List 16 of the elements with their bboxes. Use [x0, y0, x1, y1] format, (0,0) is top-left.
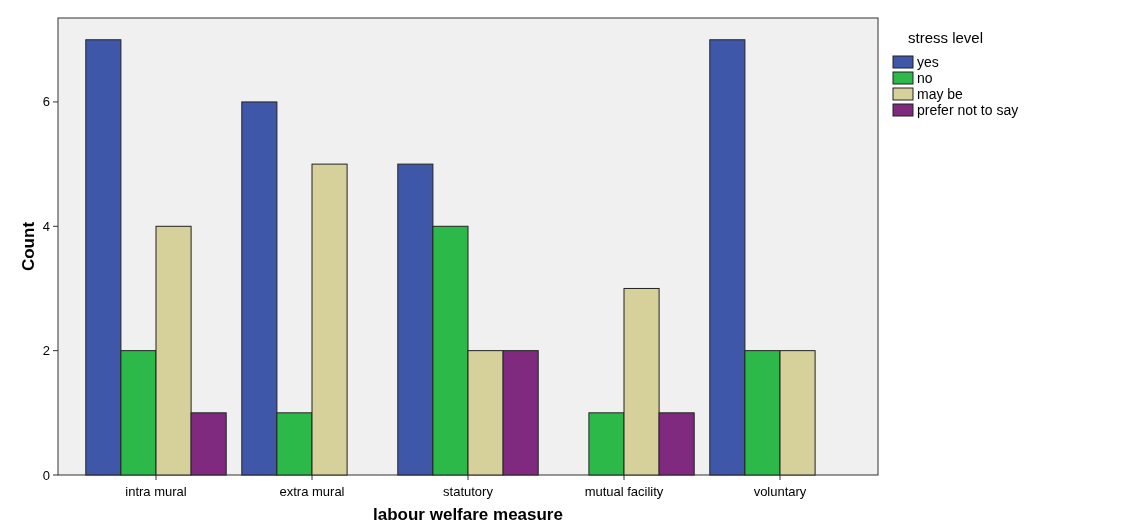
y-tick-label: 4 — [42, 218, 50, 234]
legend-label: no — [917, 69, 933, 86]
x-tick-label: voluntary — [753, 484, 807, 499]
x-tick-label: extra mural — [279, 484, 345, 499]
y-tick-label: 6 — [42, 94, 50, 110]
y-axis-title: Count — [19, 221, 38, 272]
legend-label: yes — [917, 53, 939, 70]
y-tick-label: 2 — [42, 343, 50, 359]
legend-title: stress level — [908, 29, 984, 46]
x-tick-label: statutory — [443, 484, 494, 499]
y-tick-label: 0 — [42, 467, 50, 483]
x-tick-label: intra mural — [125, 484, 187, 499]
legend-label: prefer not to say — [917, 101, 1019, 118]
legend-label: may be — [917, 85, 964, 102]
x-axis-title: labour welfare measure — [373, 505, 563, 524]
x-tick-label: mutual facility — [584, 484, 664, 499]
